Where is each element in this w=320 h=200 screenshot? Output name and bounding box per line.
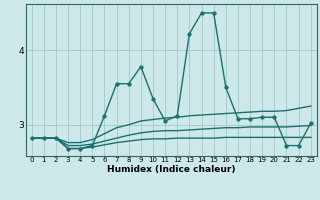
- X-axis label: Humidex (Indice chaleur): Humidex (Indice chaleur): [107, 165, 236, 174]
